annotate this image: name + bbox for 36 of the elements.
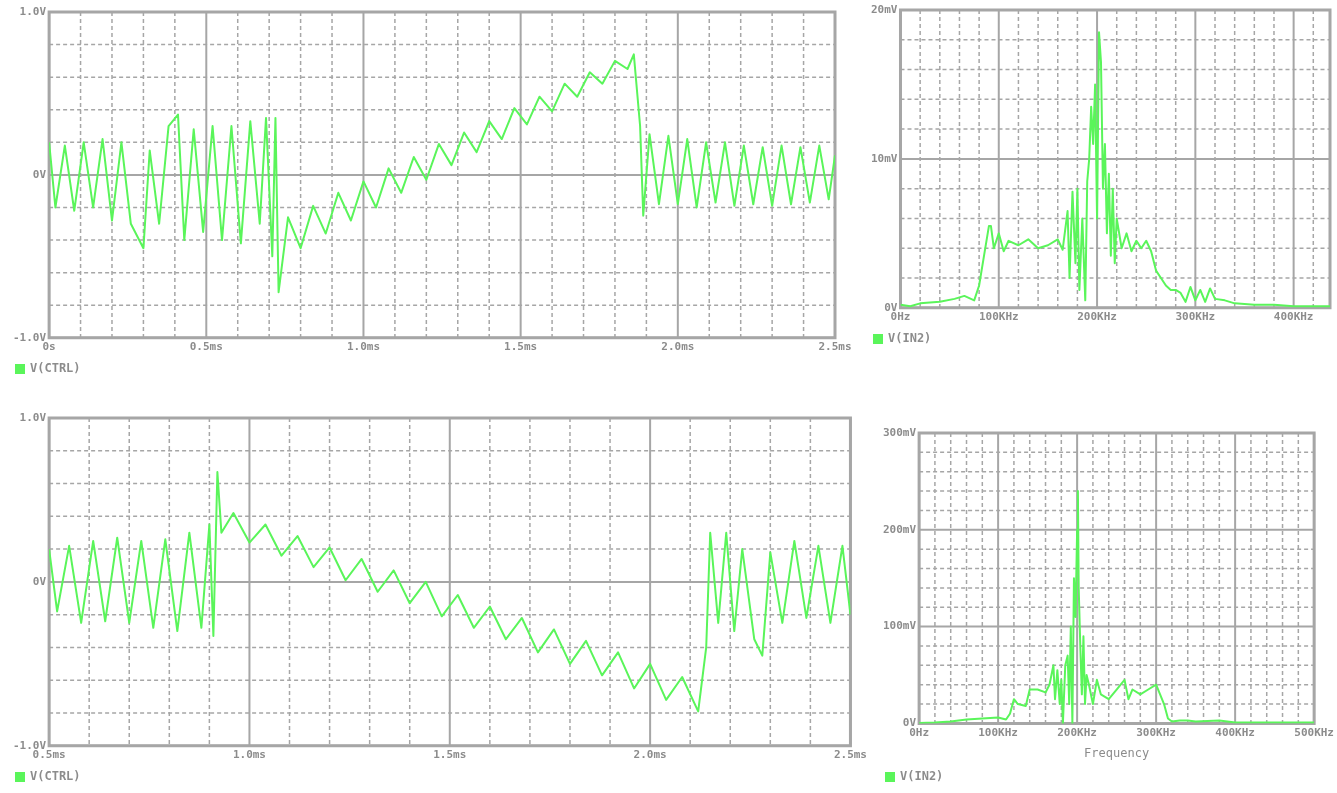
x-tick-label: 400KHz — [1215, 725, 1255, 739]
y-tick-label: 200mV — [882, 522, 917, 536]
y-tick-label: 1.0V — [19, 4, 47, 18]
x-tick-label: 0.5ms — [189, 340, 223, 354]
x-tick-label: 400KHz — [1273, 310, 1314, 324]
x-tick-label: 200KHz — [1077, 310, 1117, 324]
x-tick-label: 2.5ms — [818, 340, 852, 354]
x-tick-label: 300KHz — [1136, 725, 1176, 739]
y-tick-label: 1.0V — [19, 410, 47, 424]
x-tick-label: 100KHz — [978, 310, 1019, 324]
x-tick-label: 1.0ms — [346, 340, 381, 354]
y-tick-label: 0V — [32, 574, 47, 588]
x-axis-title: Frequency — [1084, 745, 1150, 760]
legend-label: V(CTRL) — [30, 361, 81, 376]
y-tick-label: 300mV — [882, 425, 917, 439]
x-tick-label: 500KHz — [1294, 725, 1335, 739]
x-tick-label: 2.5ms — [833, 748, 868, 762]
x-tick-label: 1.5ms — [504, 340, 538, 354]
x-tick-label: 1.5ms — [433, 748, 467, 762]
x-tick-label: 0s — [42, 340, 56, 354]
y-tick-label: 10mV — [870, 151, 898, 165]
x-tick-label: 2.0ms — [633, 748, 667, 762]
x-tick-label: 0Hz — [890, 310, 911, 324]
x-tick-label: 100KHz — [978, 725, 1018, 739]
x-tick-label: 2.0ms — [661, 340, 695, 354]
legend-label: V(IN2) — [900, 769, 944, 784]
y-tick-label: 20mV — [870, 2, 898, 16]
legend-label: V(CTRL) — [30, 769, 81, 784]
x-tick-label: 1.0ms — [232, 748, 267, 762]
x-tick-label: 0.5ms — [32, 748, 66, 762]
y-tick-label: 0V — [32, 167, 47, 181]
x-tick-label: 0Hz — [909, 725, 930, 739]
y-tick-label: 100mV — [882, 619, 917, 633]
x-tick-label: 200KHz — [1057, 725, 1097, 739]
x-tick-label: 300KHz — [1175, 310, 1216, 324]
legend-label: V(IN2) — [888, 331, 932, 346]
